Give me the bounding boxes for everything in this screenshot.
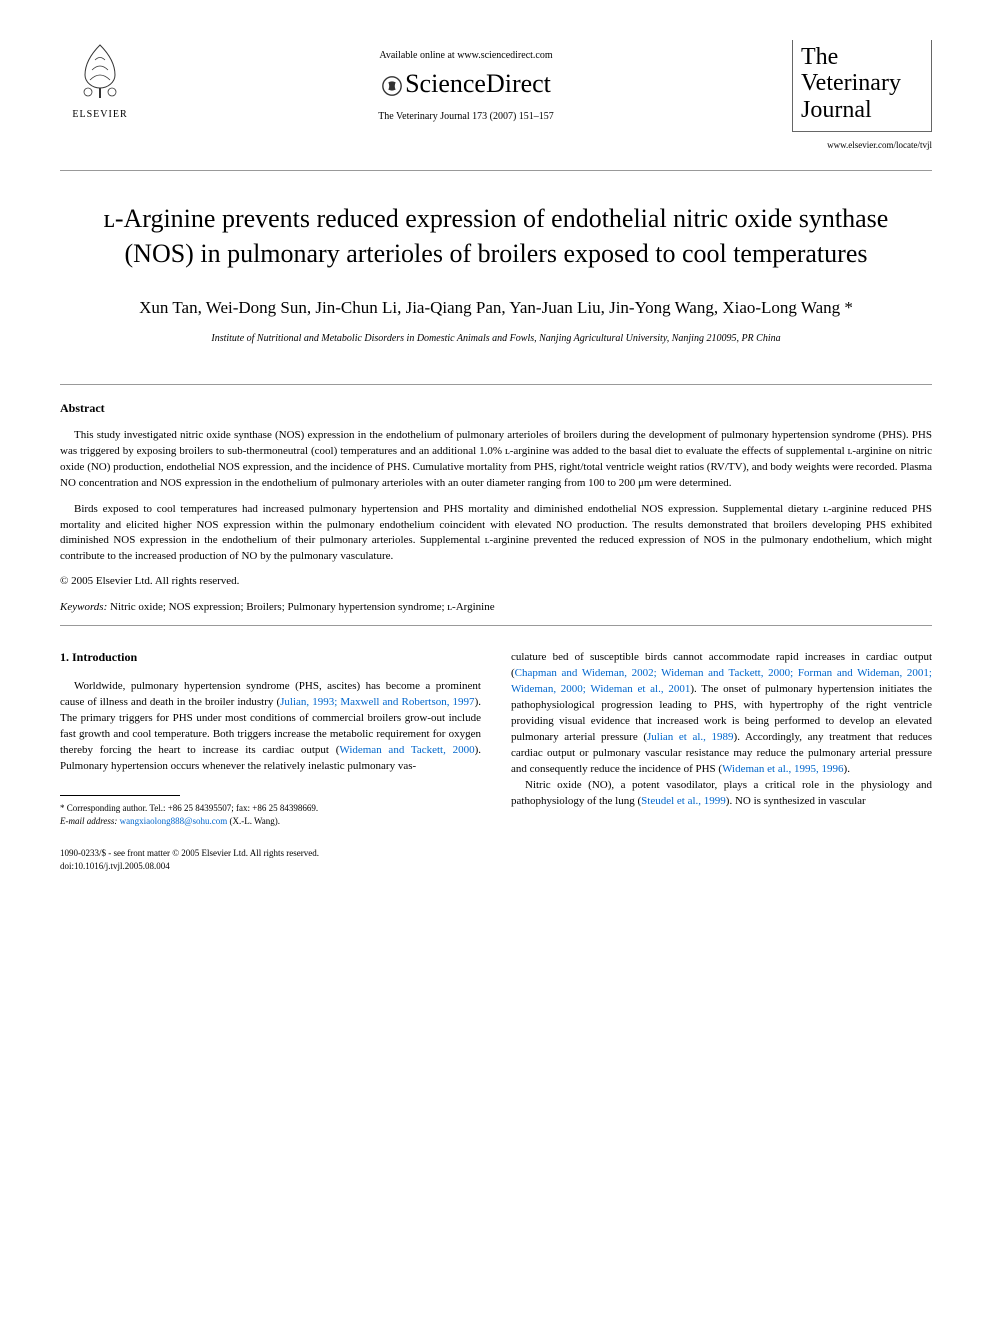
keywords-bottom-divider — [60, 625, 932, 626]
sciencedirect-icon — [381, 75, 403, 97]
header-divider — [60, 170, 932, 171]
citation-link-4[interactable]: Julian et al., 1989 — [647, 731, 734, 743]
footnote-divider — [60, 795, 180, 796]
keywords-line: Keywords: Nitric oxide; NOS expression; … — [60, 601, 932, 613]
article-title: ʟ-Arginine prevents reduced expression o… — [60, 201, 932, 271]
abstract-copyright: © 2005 Elsevier Ltd. All rights reserved… — [60, 575, 932, 587]
citation-link-6[interactable]: Steudel et al., 1999 — [641, 795, 726, 807]
doi-line: doi:10.1016/j.tvjl.2005.08.004 — [60, 860, 932, 873]
email-label: E-mail address: — [60, 816, 117, 826]
corresponding-author-footnote: * Corresponding author. Tel.: +86 25 843… — [60, 802, 481, 815]
journal-logo-line2: Veterinary Journal — [801, 70, 923, 123]
keywords-label: Keywords: — [60, 601, 107, 613]
citation-link-5[interactable]: Wideman et al., 1995, 1996 — [722, 763, 843, 775]
abstract-para2: Birds exposed to cool temperatures had i… — [60, 502, 932, 566]
citation-link-1[interactable]: Julian, 1993; Maxwell and Robertson, 199… — [280, 696, 474, 708]
intro-text-9: ). NO is synthesized in vascular — [726, 795, 866, 807]
sciencedirect-text: ScienceDirect — [405, 69, 551, 98]
intro-para-right-2: Nitric oxide (NO), a potent vasodilator,… — [511, 778, 932, 810]
journal-title-graphic: The Veterinary Journal — [792, 40, 932, 132]
citation-link-2[interactable]: Wideman and Tackett, 2000 — [339, 744, 474, 756]
elsevier-logo: ELSEVIER — [60, 40, 140, 120]
center-header: Available online at www.sciencedirect.co… — [140, 40, 792, 122]
abstract-top-divider — [60, 384, 932, 385]
sciencedirect-logo: ScienceDirect — [140, 69, 792, 99]
journal-url: www.elsevier.com/locate/tvjl — [792, 140, 932, 150]
doi-block: 1090-0233/$ - see front matter © 2005 El… — [60, 847, 932, 872]
keywords-text: Nitric oxide; NOS expression; Broilers; … — [107, 601, 494, 613]
email-footnote: E-mail address: wangxiaolong888@sohu.com… — [60, 815, 481, 828]
intro-para-right-1: culature bed of susceptible birds cannot… — [511, 650, 932, 778]
intro-para-left: Worldwide, pulmonary hypertension syndro… — [60, 679, 481, 775]
left-column: 1. Introduction Worldwide, pulmonary hyp… — [60, 650, 481, 827]
authors-list: Xun Tan, Wei-Dong Sun, Jin-Chun Li, Jia-… — [60, 295, 932, 321]
journal-reference: The Veterinary Journal 173 (2007) 151–15… — [140, 111, 792, 122]
email-link[interactable]: wangxiaolong888@sohu.com — [117, 816, 227, 826]
available-online-text: Available online at www.sciencedirect.co… — [140, 50, 792, 61]
email-suffix: (X.-L. Wang). — [227, 816, 280, 826]
intro-text-7: ). — [844, 763, 850, 775]
introduction-heading: 1. Introduction — [60, 650, 481, 665]
abstract-heading: Abstract — [60, 401, 932, 416]
front-matter-line: 1090-0233/$ - see front matter © 2005 El… — [60, 847, 932, 860]
two-column-body: 1. Introduction Worldwide, pulmonary hyp… — [60, 650, 932, 827]
abstract-para1: This study investigated nitric oxide syn… — [60, 428, 932, 492]
journal-logo-line1: The — [801, 44, 923, 70]
journal-logo-block: The Veterinary Journal www.elsevier.com/… — [792, 40, 932, 150]
elsevier-label: ELSEVIER — [60, 109, 140, 120]
header-row: ELSEVIER Available online at www.science… — [60, 40, 932, 150]
elsevier-tree-icon — [70, 40, 130, 100]
affiliation: Institute of Nutritional and Metabolic D… — [60, 333, 932, 344]
right-column: culature bed of susceptible birds cannot… — [511, 650, 932, 827]
